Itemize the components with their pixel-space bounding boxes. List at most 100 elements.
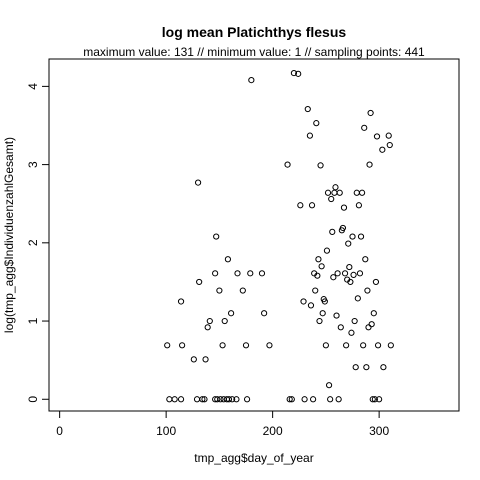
data-point xyxy=(323,247,331,254)
data-point xyxy=(355,202,362,209)
y-tick-label: 0 xyxy=(26,396,40,403)
data-point xyxy=(206,317,213,325)
data-point xyxy=(327,396,334,403)
data-point xyxy=(348,329,355,336)
data-point xyxy=(313,120,320,127)
data-point xyxy=(376,396,383,403)
data-point xyxy=(387,342,394,349)
y-axis-label: log(tmp_agg$IndividuenzahlGesamt) xyxy=(2,137,16,333)
data-point xyxy=(346,263,353,271)
data-point xyxy=(212,270,219,277)
y-tick-label: 3 xyxy=(26,161,40,168)
data-point xyxy=(364,287,371,294)
data-point xyxy=(339,224,347,232)
chart-title: log mean Platichthys flesus xyxy=(162,24,347,40)
data-point xyxy=(360,342,367,349)
data-point xyxy=(354,295,361,302)
x-tick-label: 100 xyxy=(156,424,176,438)
data-point xyxy=(370,310,377,317)
data-point xyxy=(357,233,365,240)
data-point xyxy=(333,312,340,319)
y-tick-label: 4 xyxy=(26,83,40,90)
data-point xyxy=(202,356,209,363)
data-point xyxy=(290,69,298,77)
data-point xyxy=(295,70,302,77)
data-point xyxy=(219,342,226,349)
data-point xyxy=(196,278,203,286)
data-point xyxy=(288,396,295,403)
data-point xyxy=(362,256,369,263)
chart-subtitle: maximum value: 131 // minimum value: 1 /… xyxy=(83,45,425,59)
data-point xyxy=(199,396,206,403)
data-point xyxy=(352,364,359,371)
data-point xyxy=(213,233,220,240)
data-point xyxy=(334,270,341,277)
x-axis-label: tmp_agg$day_of_year xyxy=(194,451,313,465)
x-tick-label: 200 xyxy=(263,424,283,438)
data-point xyxy=(385,132,392,139)
data-point xyxy=(312,287,319,294)
data-point xyxy=(369,396,376,403)
data-point xyxy=(194,179,202,186)
data-point xyxy=(367,109,374,117)
data-point xyxy=(307,302,315,309)
data-point xyxy=(325,382,333,389)
data-point xyxy=(233,396,240,403)
data-point xyxy=(358,189,366,196)
data-point xyxy=(324,189,332,196)
data-point xyxy=(177,396,185,403)
data-point xyxy=(337,324,344,331)
data-point xyxy=(304,105,311,113)
data-point xyxy=(216,287,223,294)
data-point xyxy=(314,272,321,279)
data-point xyxy=(343,342,350,349)
data-point xyxy=(179,342,186,349)
data-point xyxy=(356,270,364,277)
data-point xyxy=(266,342,273,349)
data-point xyxy=(306,132,314,139)
x-tick-label: 300 xyxy=(369,424,389,438)
data-point xyxy=(328,195,335,203)
x-axis: 0 100 200 300 xyxy=(56,410,389,438)
data-point xyxy=(190,356,197,363)
data-point xyxy=(300,298,307,305)
data-point xyxy=(286,396,293,403)
data-point xyxy=(217,396,224,403)
data-point xyxy=(261,310,268,317)
data-point xyxy=(335,396,342,403)
data-point xyxy=(330,274,337,281)
data-point xyxy=(248,77,255,84)
data-point xyxy=(204,324,211,331)
data-point xyxy=(386,141,393,149)
data-point xyxy=(372,278,380,286)
data-point xyxy=(380,364,387,371)
data-point xyxy=(171,396,178,403)
data-point xyxy=(349,233,356,240)
data-point xyxy=(243,396,251,403)
data-point xyxy=(379,146,386,153)
data-point xyxy=(336,189,343,196)
data-point xyxy=(329,228,336,235)
data-points xyxy=(164,69,394,403)
data-point xyxy=(351,317,358,325)
data-point xyxy=(177,298,185,305)
data-point xyxy=(368,321,375,328)
x-tick-label: 0 xyxy=(56,424,63,438)
data-point xyxy=(224,256,232,263)
data-point xyxy=(366,161,373,168)
data-point xyxy=(247,270,254,277)
data-point xyxy=(315,256,322,263)
data-point xyxy=(214,396,221,403)
data-point xyxy=(319,310,326,317)
data-point xyxy=(164,342,171,349)
data-point xyxy=(297,202,304,209)
data-point xyxy=(221,317,228,325)
data-point xyxy=(301,396,308,403)
data-point xyxy=(308,202,316,209)
data-point xyxy=(341,270,349,277)
data-point xyxy=(363,364,370,371)
data-point xyxy=(371,396,378,403)
data-point xyxy=(332,184,339,191)
